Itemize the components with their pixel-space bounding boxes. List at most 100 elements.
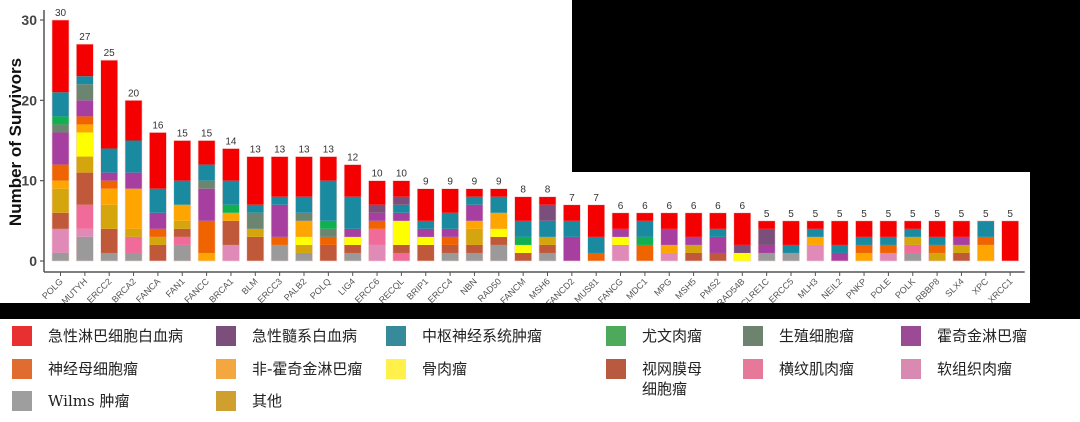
bar-segment (295, 220, 313, 237)
x-tick-label: BLM (240, 276, 260, 296)
legend-label: 急性髓系白血病 (252, 327, 358, 345)
bar-segment (173, 244, 191, 261)
bar-segment (441, 244, 459, 253)
bar-segment (100, 228, 118, 253)
legend-swatch (606, 326, 626, 346)
legend-label: Wilms 肿瘤 (48, 392, 130, 410)
x-tick-label: ERCC4 (426, 276, 455, 303)
bar-segment (758, 228, 776, 245)
bar-segment (465, 244, 483, 253)
bar-segment (246, 212, 264, 229)
bar-segment (465, 228, 483, 245)
bar-segment (344, 164, 362, 197)
x-tick-label: BRCA2 (110, 276, 138, 303)
bar-outline (782, 220, 800, 262)
bar-segment (952, 252, 970, 261)
bar-outline (538, 196, 557, 262)
bar-total-label: 13 (298, 145, 310, 156)
legend-swatch (386, 359, 406, 379)
bar-segment (636, 212, 654, 221)
bar-segment (319, 236, 337, 245)
x-tick-label: FANCA (134, 276, 162, 303)
bar-segment (831, 244, 849, 253)
bar-segment (563, 236, 581, 261)
bar-segment (271, 244, 289, 261)
bar-segment (198, 164, 216, 181)
x-tick-label: XPC (970, 276, 991, 297)
bar-segment (490, 188, 508, 197)
redaction-block-top-right (572, 0, 1080, 172)
bar-segment (465, 252, 483, 261)
bar-segment (149, 228, 167, 237)
x-tick-label: FANCM (498, 276, 527, 303)
bar-segment (904, 244, 922, 253)
bar-segment (709, 228, 727, 237)
bar-segment (319, 220, 337, 229)
bar-segment (173, 180, 191, 205)
bar-segment (392, 212, 410, 221)
bar-segment (198, 220, 216, 253)
bar-segment (855, 252, 873, 261)
bar-segment (612, 212, 630, 229)
bar-segment (417, 236, 435, 245)
bar-outline (295, 156, 313, 262)
bar-segment (539, 220, 556, 237)
bar-total-label: 5 (886, 209, 892, 220)
bar-outline (246, 156, 265, 262)
bar-outline (489, 188, 508, 262)
x-tick-label: MPG (652, 276, 674, 298)
bar-segment (417, 220, 435, 229)
bar-total-label: 6 (666, 201, 672, 212)
legend-item-neuroblastoma: 神经母细胞瘤 (12, 359, 138, 379)
legend-item-germ-cell: 生殖细胞瘤 (743, 326, 854, 346)
bar-segment (368, 244, 386, 261)
bar-segment (295, 212, 313, 221)
bar-outline (76, 43, 94, 262)
bar-segment (125, 236, 143, 253)
bar-segment (76, 100, 94, 117)
bar-outline (952, 220, 971, 262)
bar-segment (782, 244, 800, 253)
bar-segment (368, 204, 386, 213)
bar-segment (392, 220, 410, 245)
bar-segment (514, 244, 532, 253)
x-tick-label: PNKP (844, 276, 868, 300)
bar-segment (855, 236, 873, 245)
legend-item-wilms: Wilms 肿瘤 (12, 391, 129, 411)
bar-segment (685, 244, 703, 253)
bar-segment (952, 220, 970, 237)
bar-segment (100, 252, 118, 261)
bar-outline (684, 212, 703, 262)
bar-outline (100, 59, 118, 262)
legend-swatch (216, 359, 236, 379)
legend-item-retinoblastoma: 视网膜母 细胞瘤 (606, 359, 702, 399)
bar-outline (879, 220, 898, 262)
legend-item-osteosarcoma: 骨肉瘤 (386, 359, 467, 379)
bar-total-label: 13 (250, 145, 262, 156)
bar-segment (344, 252, 362, 261)
bar-segment (490, 196, 508, 213)
bar-segment (977, 220, 995, 237)
bar-segment (977, 244, 995, 261)
bar-total-label: 27 (79, 32, 91, 43)
bar-segment (636, 236, 654, 245)
bar-total-label: 13 (323, 145, 335, 156)
bar-segment (612, 228, 630, 237)
x-tick-label: SLX4 (943, 276, 966, 299)
x-tick-label: POLQ (308, 276, 333, 301)
bar-segment (563, 204, 581, 221)
bar-segment (612, 236, 630, 245)
bar-segment (344, 196, 362, 229)
bar-outline (416, 188, 435, 262)
bar-total-label: 20 (128, 88, 140, 99)
bar-segment (149, 188, 167, 213)
bar-total-label: 5 (934, 209, 940, 220)
bar-segment (1001, 220, 1019, 261)
bar-segment (295, 252, 313, 261)
bar-segment (660, 212, 678, 229)
bar-segment (76, 132, 94, 157)
x-tick-label: FANCD2 (544, 276, 576, 303)
legend-swatch (743, 359, 763, 379)
bar-total-label: 12 (347, 153, 359, 164)
legend-label: 尤文肉瘤 (642, 327, 703, 345)
